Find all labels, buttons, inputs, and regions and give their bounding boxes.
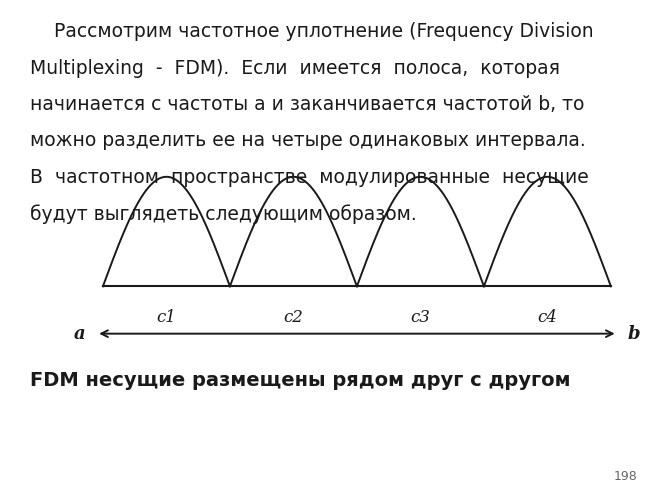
Text: c1: c1 [157, 309, 177, 326]
Text: b: b [627, 325, 641, 343]
Text: c2: c2 [284, 309, 303, 326]
Text: будут выглядеть следующим образом.: будут выглядеть следующим образом. [30, 204, 416, 224]
Text: начинается с частоты a и заканчивается частотой b, то: начинается с частоты a и заканчивается ч… [30, 95, 584, 114]
Text: Multiplexing  -  FDM).  Если  имеется  полоса,  которая: Multiplexing - FDM). Если имеется полоса… [30, 59, 560, 78]
Text: FDM несущие размещены рядом друг с другом: FDM несущие размещены рядом друг с друго… [30, 371, 570, 390]
Text: В  частотном  пространстве  модулированные  несущие: В частотном пространстве модулированные … [30, 168, 588, 187]
Text: a: a [74, 325, 86, 343]
Text: 198: 198 [614, 470, 637, 483]
Text: Рассмотрим частотное уплотнение (Frequency Division: Рассмотрим частотное уплотнение (Frequen… [30, 22, 594, 41]
Text: можно разделить ее на четыре одинаковых интервала.: можно разделить ее на четыре одинаковых … [30, 131, 586, 150]
Text: c4: c4 [537, 309, 557, 326]
Text: c3: c3 [410, 309, 430, 326]
